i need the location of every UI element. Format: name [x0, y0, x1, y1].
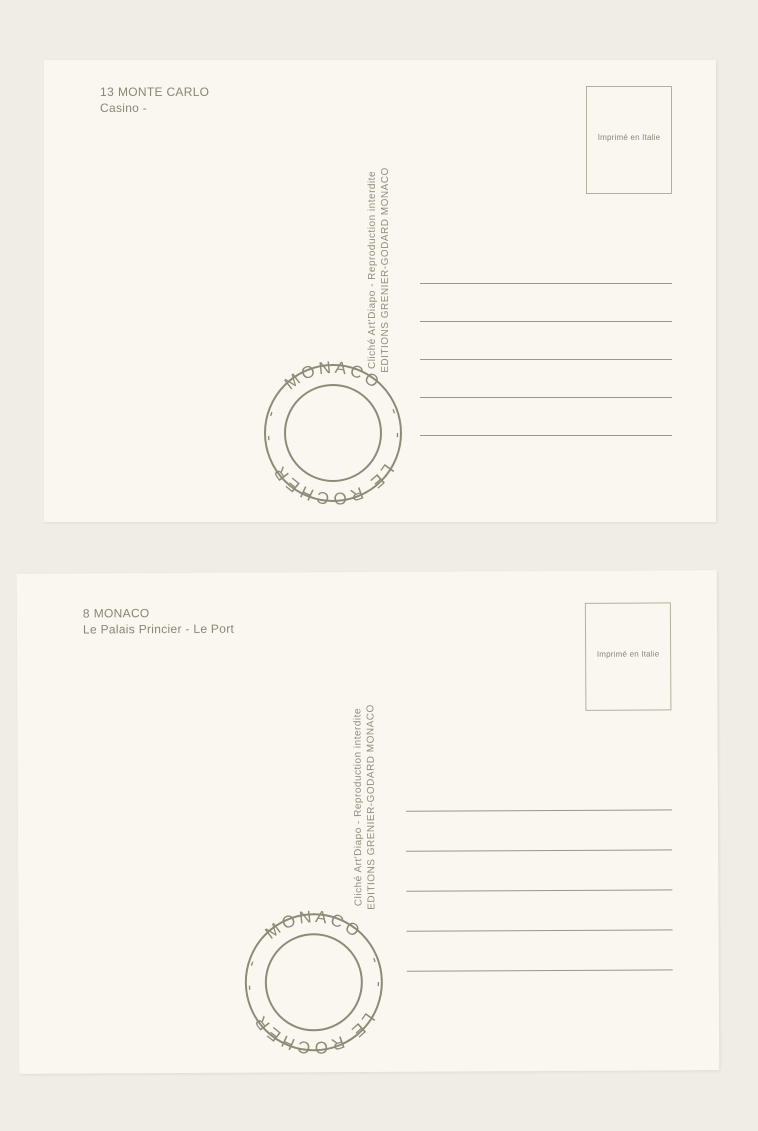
postcard-caption: 8 MONACO Le Palais Princier - Le Port	[83, 605, 234, 638]
address-line	[406, 810, 672, 851]
publisher-circle-stamp: - MONACO - - LE ROCHER -	[248, 348, 418, 518]
address-lines	[406, 770, 673, 971]
address-line	[406, 850, 672, 891]
address-line	[420, 284, 672, 322]
postcard-number: 8	[83, 606, 90, 620]
postcard-1: 13 MONTE CARLO Casino - Imprimé en Itali…	[44, 60, 716, 522]
stamp-box-text: Imprimé en Italie	[595, 133, 663, 142]
publisher-circle-stamp: - MONACO - - LE ROCHER -	[228, 897, 399, 1068]
address-line	[420, 246, 672, 284]
caption-line2: Le Palais Princier - Le Port	[83, 622, 234, 637]
address-line	[407, 930, 673, 971]
caption-line2: Casino -	[100, 101, 147, 115]
svg-text:- LE ROCHER -: - LE ROCHER -	[258, 432, 408, 509]
address-line	[420, 360, 672, 398]
stamp-box: Imprimé en Italie	[586, 86, 672, 194]
address-line	[420, 398, 672, 436]
postcard-caption: 13 MONTE CARLO Casino -	[100, 84, 209, 116]
svg-text:- LE ROCHER -: - LE ROCHER -	[239, 981, 390, 1058]
address-line	[420, 322, 672, 360]
address-line	[406, 890, 672, 931]
stamp-box: Imprimé en Italie	[585, 602, 672, 710]
svg-text:- MONACO -: - MONACO -	[260, 358, 405, 420]
caption-line1: MONACO	[94, 606, 150, 620]
caption-line1: MONTE CARLO	[118, 85, 209, 99]
svg-text:- MONACO -: - MONACO -	[241, 907, 386, 970]
postcard-number: 13	[100, 85, 114, 99]
postcard-2: 8 MONACO Le Palais Princier - Le Port Im…	[17, 570, 720, 1074]
address-lines	[420, 246, 672, 436]
address-line	[406, 770, 672, 811]
stamp-box-text: Imprimé en Italie	[594, 649, 662, 658]
